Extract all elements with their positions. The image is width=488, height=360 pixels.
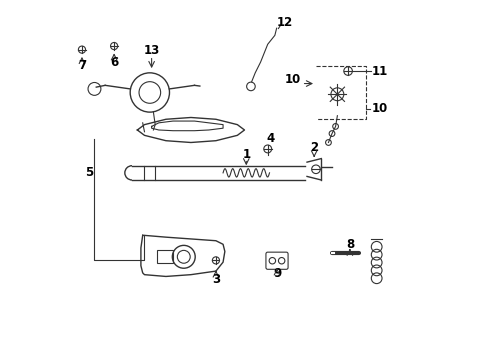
Text: 12: 12: [276, 16, 292, 29]
Text: 10: 10: [371, 102, 387, 115]
Text: 2: 2: [309, 141, 318, 154]
Text: 11: 11: [371, 64, 387, 77]
Text: 6: 6: [110, 56, 118, 69]
Text: 13: 13: [143, 44, 160, 57]
Text: 1: 1: [242, 148, 250, 161]
Text: 7: 7: [78, 59, 86, 72]
Text: 8: 8: [345, 238, 353, 251]
Text: 3: 3: [211, 273, 220, 286]
Text: 5: 5: [85, 166, 93, 179]
Text: 9: 9: [272, 267, 281, 280]
Text: 4: 4: [265, 132, 274, 145]
Text: 10: 10: [284, 73, 300, 86]
